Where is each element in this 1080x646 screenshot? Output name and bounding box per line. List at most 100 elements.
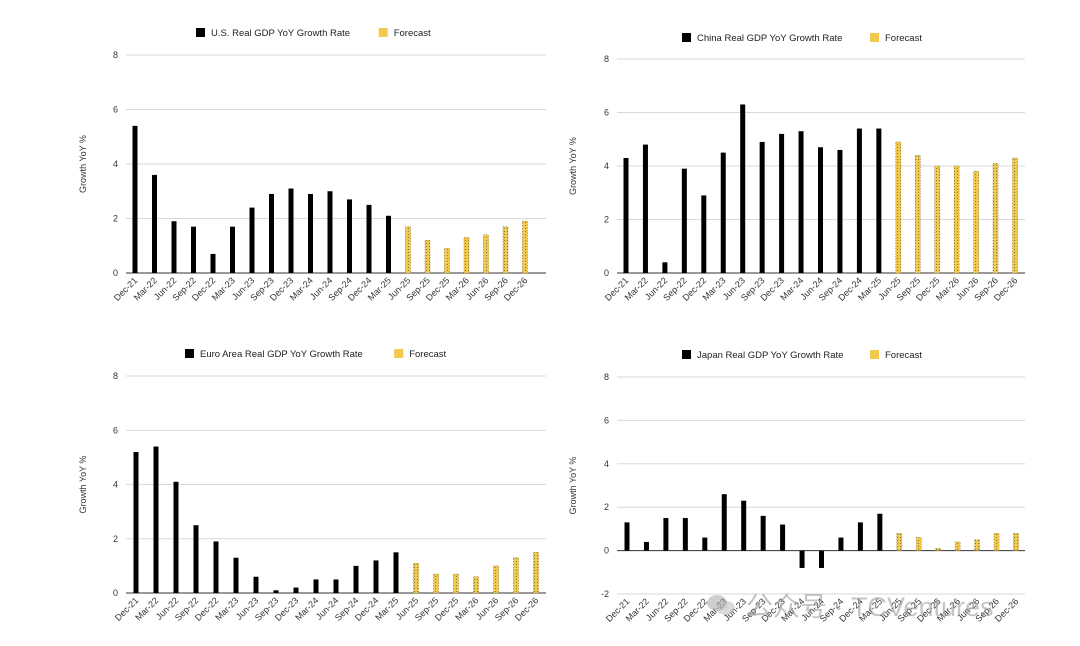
forecast-bar	[934, 165, 941, 274]
actual-bar	[741, 500, 747, 551]
y-tick-label: 0	[113, 588, 118, 598]
actual-bar	[171, 221, 177, 273]
actual-bar	[327, 191, 333, 273]
y-tick-label: 0	[604, 268, 609, 278]
actual-bar	[857, 522, 863, 551]
actual-bar	[230, 226, 235, 273]
actual-bar	[133, 451, 139, 593]
y-tick-label: 2	[604, 215, 609, 225]
actual-bar	[798, 131, 804, 273]
actual-bar	[759, 141, 765, 273]
actual-bar	[702, 537, 708, 551]
actual-bar	[288, 188, 294, 273]
actual-bar	[249, 207, 255, 273]
actual-bar	[681, 168, 687, 273]
forecast-bar	[522, 220, 528, 274]
forecast-bar	[993, 532, 1000, 551]
y-tick-label: 6	[604, 108, 609, 118]
actual-bar	[720, 152, 726, 273]
actual-bar	[233, 557, 239, 593]
forecast-bar	[935, 548, 942, 551]
actual-bar	[838, 537, 844, 551]
japan-gdp-chart: -2 0 2 4 6 8 Growth YoY % Japan Real GDP YoY Gr…	[568, 350, 1025, 624]
forecast-bar	[502, 226, 509, 274]
actual-bar	[780, 524, 786, 551]
y-tick-label: 8	[604, 54, 609, 64]
actual-bar	[799, 550, 805, 568]
forecast-bar	[954, 541, 961, 551]
china-gdp-chart: 0 2 4 6 8 Growth YoY % China Real GDP YoY Grow…	[568, 33, 1025, 303]
actual-bar	[876, 128, 882, 273]
actual-bar	[193, 525, 199, 593]
legend-swatch-forecast	[870, 350, 879, 359]
actual-bar	[386, 215, 391, 273]
legend-label-forecast: Forecast	[394, 28, 431, 39]
forecast-bar	[974, 539, 980, 551]
forecast-bar	[953, 165, 960, 274]
actual-bar	[643, 541, 649, 551]
y-axis-label: Growth YoY %	[78, 135, 88, 193]
y-tick-label: 4	[604, 161, 609, 171]
forecast-bar	[513, 557, 519, 594]
y-tick-label: 2	[604, 502, 609, 512]
actual-bar	[837, 149, 843, 273]
y-axis-label: Growth YoY %	[568, 137, 578, 195]
legend-swatch-forecast	[378, 28, 388, 37]
forecast-bar	[483, 234, 489, 274]
y-tick-label: 4	[604, 459, 609, 469]
y-tick-label: 8	[604, 372, 609, 382]
forecast-bar	[1013, 532, 1019, 551]
actual-bar	[393, 552, 399, 593]
legend-swatch-actual	[196, 28, 205, 37]
actual-bar	[173, 481, 179, 593]
y-tick-label: 6	[604, 415, 609, 425]
forecast-bar	[473, 576, 479, 594]
legend-label-actual: China Real GDP YoY Growth Rate	[697, 33, 842, 44]
actual-bar	[740, 104, 746, 273]
actual-bar	[819, 550, 824, 568]
forecast-bar	[914, 155, 921, 274]
actual-bar	[721, 494, 727, 551]
actual-bar	[191, 226, 196, 273]
actual-bar	[308, 193, 313, 273]
legend-swatch-actual	[185, 349, 194, 358]
forecast-bar	[992, 163, 999, 274]
y-tick-label: 2	[113, 534, 118, 544]
forecast-bar	[973, 171, 979, 274]
forecast-bar	[895, 141, 902, 274]
actual-bar	[153, 446, 159, 593]
y-tick-label: -2	[601, 589, 609, 599]
y-axis-label: Growth YoY %	[78, 456, 88, 514]
us-gdp-chart: 0 2 4 6 8 Growth YoY % U.S. Real GDP YoY Growt…	[78, 28, 546, 303]
y-tick-label: 4	[113, 159, 118, 169]
y-tick-label: 8	[113, 50, 118, 60]
actual-bar	[701, 195, 707, 273]
forecast-bar	[453, 573, 459, 594]
forecast-bar	[405, 226, 411, 274]
y-tick-label: 8	[113, 371, 118, 381]
actual-bar	[760, 515, 766, 551]
y-tick-label: 4	[113, 480, 118, 490]
forecast-bar	[424, 240, 431, 274]
forecast-bar	[463, 237, 470, 274]
legend-swatch-forecast	[870, 33, 879, 42]
actual-bar	[210, 253, 216, 273]
forecast-bar	[493, 565, 499, 594]
legend-label-actual: Japan Real GDP YoY Growth Rate	[697, 350, 843, 361]
y-tick-label: 6	[113, 105, 118, 115]
legend-swatch-forecast	[394, 349, 404, 358]
actual-bar	[213, 541, 219, 593]
actual-bar	[347, 199, 352, 273]
forecast-bar	[433, 573, 439, 594]
actual-bar	[663, 518, 669, 551]
actual-bar	[779, 133, 785, 273]
legend-label-actual: Euro Area Real GDP YoY Growth Rate	[200, 349, 363, 360]
y-tick-label: 2	[113, 214, 118, 224]
actual-bar	[856, 128, 862, 273]
forecast-bar	[444, 248, 450, 274]
actual-bar	[877, 513, 883, 551]
legend-swatch-actual	[682, 350, 691, 359]
actual-bar	[623, 157, 629, 273]
actual-bar	[366, 204, 372, 273]
